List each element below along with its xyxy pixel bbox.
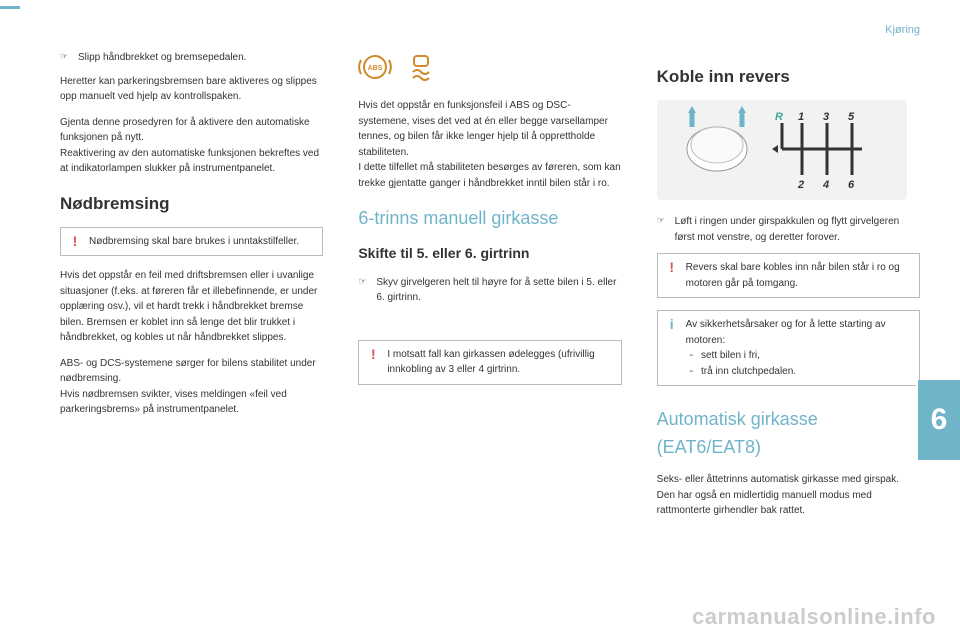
bullet-text: Skyv girvelgeren helt til høyre for å se…	[376, 275, 621, 306]
bullet-item: ☞ Slipp håndbrekket og bremsepedalen.	[60, 50, 323, 66]
top-accent-bar	[0, 6, 20, 9]
column-3: Koble inn revers R 1 3	[657, 50, 920, 529]
abs-icon: ABS	[358, 50, 392, 84]
list-item: -trå inn clutchpedalen.	[690, 364, 911, 380]
info-content: Av sikkerhetsårsaker og for å lette star…	[686, 317, 911, 379]
bullet-item: ☞ Skyv girvelgeren helt til høyre for å …	[358, 275, 621, 306]
warning-text: I motsatt fall kan girkassen ødelegges (…	[387, 347, 612, 378]
warning-box: ! Revers skal bare kobles inn når bilen …	[657, 253, 920, 298]
svg-text:4: 4	[822, 179, 829, 191]
paragraph: Gjenta denne prosedyren for å aktivere d…	[60, 115, 323, 146]
svg-text:3: 3	[823, 111, 829, 123]
skid-icon	[404, 50, 438, 84]
paragraph: Seks- eller åttetrinns automatisk girkas…	[657, 472, 920, 519]
paragraph: ABS- og DCS-systemene sørger for bilens …	[60, 356, 323, 387]
exclamation-icon: !	[69, 234, 81, 248]
info-box: i Av sikkerhetsårsaker og for å lette st…	[657, 310, 920, 386]
bullet-item: ☞ Løft i ringen under girspakkulen og fl…	[657, 214, 920, 245]
heading-koble-revers: Koble inn revers	[657, 64, 920, 90]
svg-text:2: 2	[797, 179, 804, 191]
bullet-marker: ☞	[657, 214, 667, 245]
gear-illustration: R 1 3 5 2 4 6	[657, 100, 907, 200]
heading-6trinns: 6-trinns manuell girkasse	[358, 205, 621, 233]
chapter-tab: 6	[916, 380, 960, 460]
bullet-text: Løft i ringen under girspakkulen og flyt…	[675, 214, 920, 245]
paragraph: Reaktivering av den automatiske funksjon…	[60, 146, 323, 177]
exclamation-icon: !	[666, 260, 678, 274]
info-icon: i	[666, 317, 678, 331]
section-label: Kjøring	[885, 22, 920, 39]
paragraph: Hvis nødbremsen svikter, vises meldingen…	[60, 387, 323, 418]
bullet-marker: ☞	[358, 275, 368, 306]
paragraph: Hvis det oppstår en funksjonsfeil i ABS …	[358, 98, 621, 160]
warning-text: Revers skal bare kobles inn når bilen st…	[686, 260, 911, 291]
svg-text:6: 6	[848, 179, 855, 191]
warning-icons-row: ABS	[358, 50, 621, 84]
list-item: -sett bilen i fri,	[690, 348, 911, 364]
paragraph: I dette tilfellet må stabiliteten besørg…	[358, 160, 621, 191]
heading-nodbremsing: Nødbremsing	[60, 191, 323, 217]
page-content: ☞ Slipp håndbrekket og bremsepedalen. He…	[0, 0, 960, 529]
svg-text:ABS: ABS	[368, 65, 383, 72]
gear-r-label: R	[775, 111, 783, 123]
exclamation-icon: !	[367, 347, 379, 361]
column-2: ABS Hvis det oppstår en funksjonsfeil i …	[358, 50, 621, 529]
warning-box: ! Nødbremsing skal bare brukes i unntaks…	[60, 227, 323, 257]
heading-automatisk: Automatisk girkasse (EAT6/EAT8)	[657, 406, 920, 462]
info-lead: Av sikkerhetsårsaker og for å lette star…	[686, 317, 911, 348]
bullet-marker: ☞	[60, 50, 70, 66]
subheading-skifte: Skifte til 5. eller 6. girtrinn	[358, 243, 621, 265]
paragraph: Heretter kan parkeringsbremsen bare akti…	[60, 74, 323, 105]
column-1: ☞ Slipp håndbrekket og bremsepedalen. He…	[60, 50, 323, 529]
watermark: carmanualsonline.info	[692, 600, 936, 634]
warning-box: ! I motsatt fall kan girkassen ødelegges…	[358, 340, 621, 385]
svg-text:5: 5	[848, 111, 855, 123]
svg-text:1: 1	[798, 111, 804, 123]
paragraph: Hvis det oppstår en feil med driftsbrems…	[60, 268, 323, 346]
bullet-text: Slipp håndbrekket og bremsepedalen.	[78, 50, 246, 66]
warning-text: Nødbremsing skal bare brukes i unntaksti…	[89, 234, 299, 250]
